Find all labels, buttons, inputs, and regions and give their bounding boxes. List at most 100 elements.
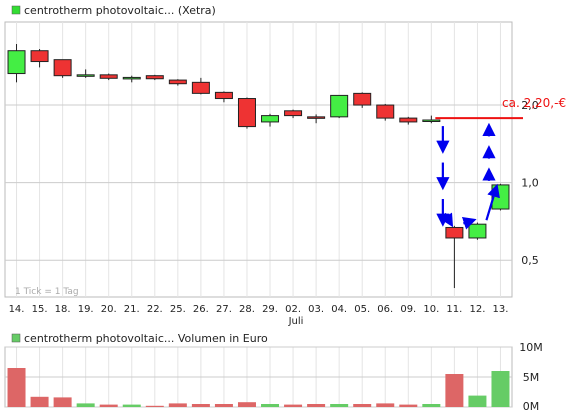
price-legend-swatch — [11, 5, 21, 15]
candle-body — [53, 59, 72, 77]
price-grid — [5, 22, 512, 297]
x-tick-label: 11. — [446, 304, 462, 315]
volume-bar — [330, 404, 349, 407]
candle-body — [307, 116, 326, 119]
candle — [168, 79, 187, 86]
x-tick-label: 19. — [78, 304, 94, 315]
candle-body — [145, 75, 164, 80]
candle-body — [284, 110, 303, 117]
candle-body — [330, 94, 349, 118]
annotation-arrow — [485, 183, 500, 221]
candle-body — [422, 119, 441, 122]
candle — [76, 69, 95, 78]
x-tick-label: 20. — [101, 304, 117, 315]
x-tick-label: 10. — [423, 304, 439, 315]
x-tick-label: 27. — [216, 304, 232, 315]
candle — [122, 75, 141, 83]
candle-body — [99, 74, 118, 79]
volume-bar — [445, 374, 464, 407]
x-axis: 14. 15. 18. 19. 20. 21. 22. 25. 26. 27. 28. 29. 02. 0… — [9, 304, 509, 315]
x-tick-label: 09. — [400, 304, 416, 315]
volume-panel: centrotherm photovoltaic... Volumen in E… — [4, 332, 543, 413]
volume-bar — [422, 404, 441, 407]
x-tick-label: 21. — [124, 304, 140, 315]
annotation-arrows — [436, 122, 500, 230]
month-label: Juli — [288, 316, 304, 327]
candle — [422, 115, 441, 124]
price-y-axis: 0,5 1,0 2,0 — [521, 99, 539, 267]
volume-bar — [214, 404, 233, 407]
candle — [445, 225, 464, 289]
candle-body — [237, 98, 256, 128]
volume-y-tick-label: 10M — [519, 341, 543, 354]
reference-line-group: ca. 2,20,-€ — [435, 96, 566, 120]
candle — [30, 48, 49, 68]
volume-bar — [399, 404, 418, 407]
candle-body — [376, 104, 395, 119]
volume-bar — [145, 405, 164, 407]
candle — [53, 59, 72, 78]
x-tick-label: 22. — [147, 304, 163, 315]
candle — [399, 116, 418, 125]
volume-bar — [376, 403, 395, 407]
candle-body — [7, 50, 26, 75]
x-tick-label: 02. — [285, 304, 301, 315]
volume-bar — [261, 404, 280, 407]
x-tick-label: 18. — [55, 304, 71, 315]
volume-bar — [307, 404, 326, 407]
volume-bar — [491, 371, 510, 407]
candle — [145, 74, 164, 81]
x-tick-label: 03. — [308, 304, 324, 315]
x-tick-label: 06. — [377, 304, 393, 315]
price-y-tick-label: 1,0 — [521, 177, 539, 190]
price-y-tick-label: 2,0 — [521, 99, 539, 112]
volume-bar — [191, 404, 210, 407]
price-panel-border — [4, 21, 513, 298]
volume-y-tick-label: 0M — [523, 400, 540, 413]
x-tick-label: 28. — [239, 304, 255, 315]
x-tick-label: 04. — [331, 304, 347, 315]
volume-bar — [76, 403, 95, 407]
volume-bar — [284, 404, 303, 407]
volume-y-axis: 10M 5M 0M — [519, 341, 543, 413]
candle-body — [122, 76, 141, 80]
candle-body — [399, 117, 418, 123]
candle — [237, 97, 256, 129]
volume-bar — [237, 402, 256, 407]
volume-legend-swatch — [11, 333, 21, 343]
tick-note: 1 Tick = 1 Tag — [15, 287, 79, 297]
x-tick-label: 13. — [493, 304, 509, 315]
candle-body — [445, 226, 464, 239]
candle — [7, 44, 26, 83]
candle — [468, 222, 487, 240]
volume-legend: centrotherm photovoltaic... Volumen in E… — [24, 332, 268, 345]
volume-bar — [353, 404, 372, 407]
candle-body — [468, 223, 487, 239]
x-tick-label: 15. — [32, 304, 48, 315]
annotation-arrow — [461, 216, 477, 230]
volume-bar — [30, 396, 49, 407]
candle — [330, 94, 349, 119]
x-tick-label: 25. — [170, 304, 186, 315]
candle-body — [76, 74, 95, 77]
x-tick-label: 29. — [262, 304, 278, 315]
candle-body — [168, 79, 187, 85]
candle — [353, 92, 372, 108]
candle-body — [30, 50, 49, 63]
price-y-tick-label: 0,5 — [521, 254, 539, 267]
candle — [214, 91, 233, 103]
annotation-arrow — [440, 212, 454, 228]
volume-bar — [468, 395, 487, 407]
x-tick-label: 26. — [193, 304, 209, 315]
candle — [284, 109, 303, 119]
candle — [191, 77, 210, 95]
volume-y-tick-label: 5M — [523, 371, 540, 384]
volume-bar — [53, 397, 72, 407]
reference-line-label: ca. 2,20,-€ — [502, 96, 566, 110]
price-panel: 0,5 1,0 2,0 centrotherm photovoltaic... (X… — [4, 4, 566, 298]
volume-bar — [168, 403, 187, 407]
candle-body — [353, 92, 372, 106]
candle — [261, 113, 280, 127]
candle-body — [191, 81, 210, 94]
